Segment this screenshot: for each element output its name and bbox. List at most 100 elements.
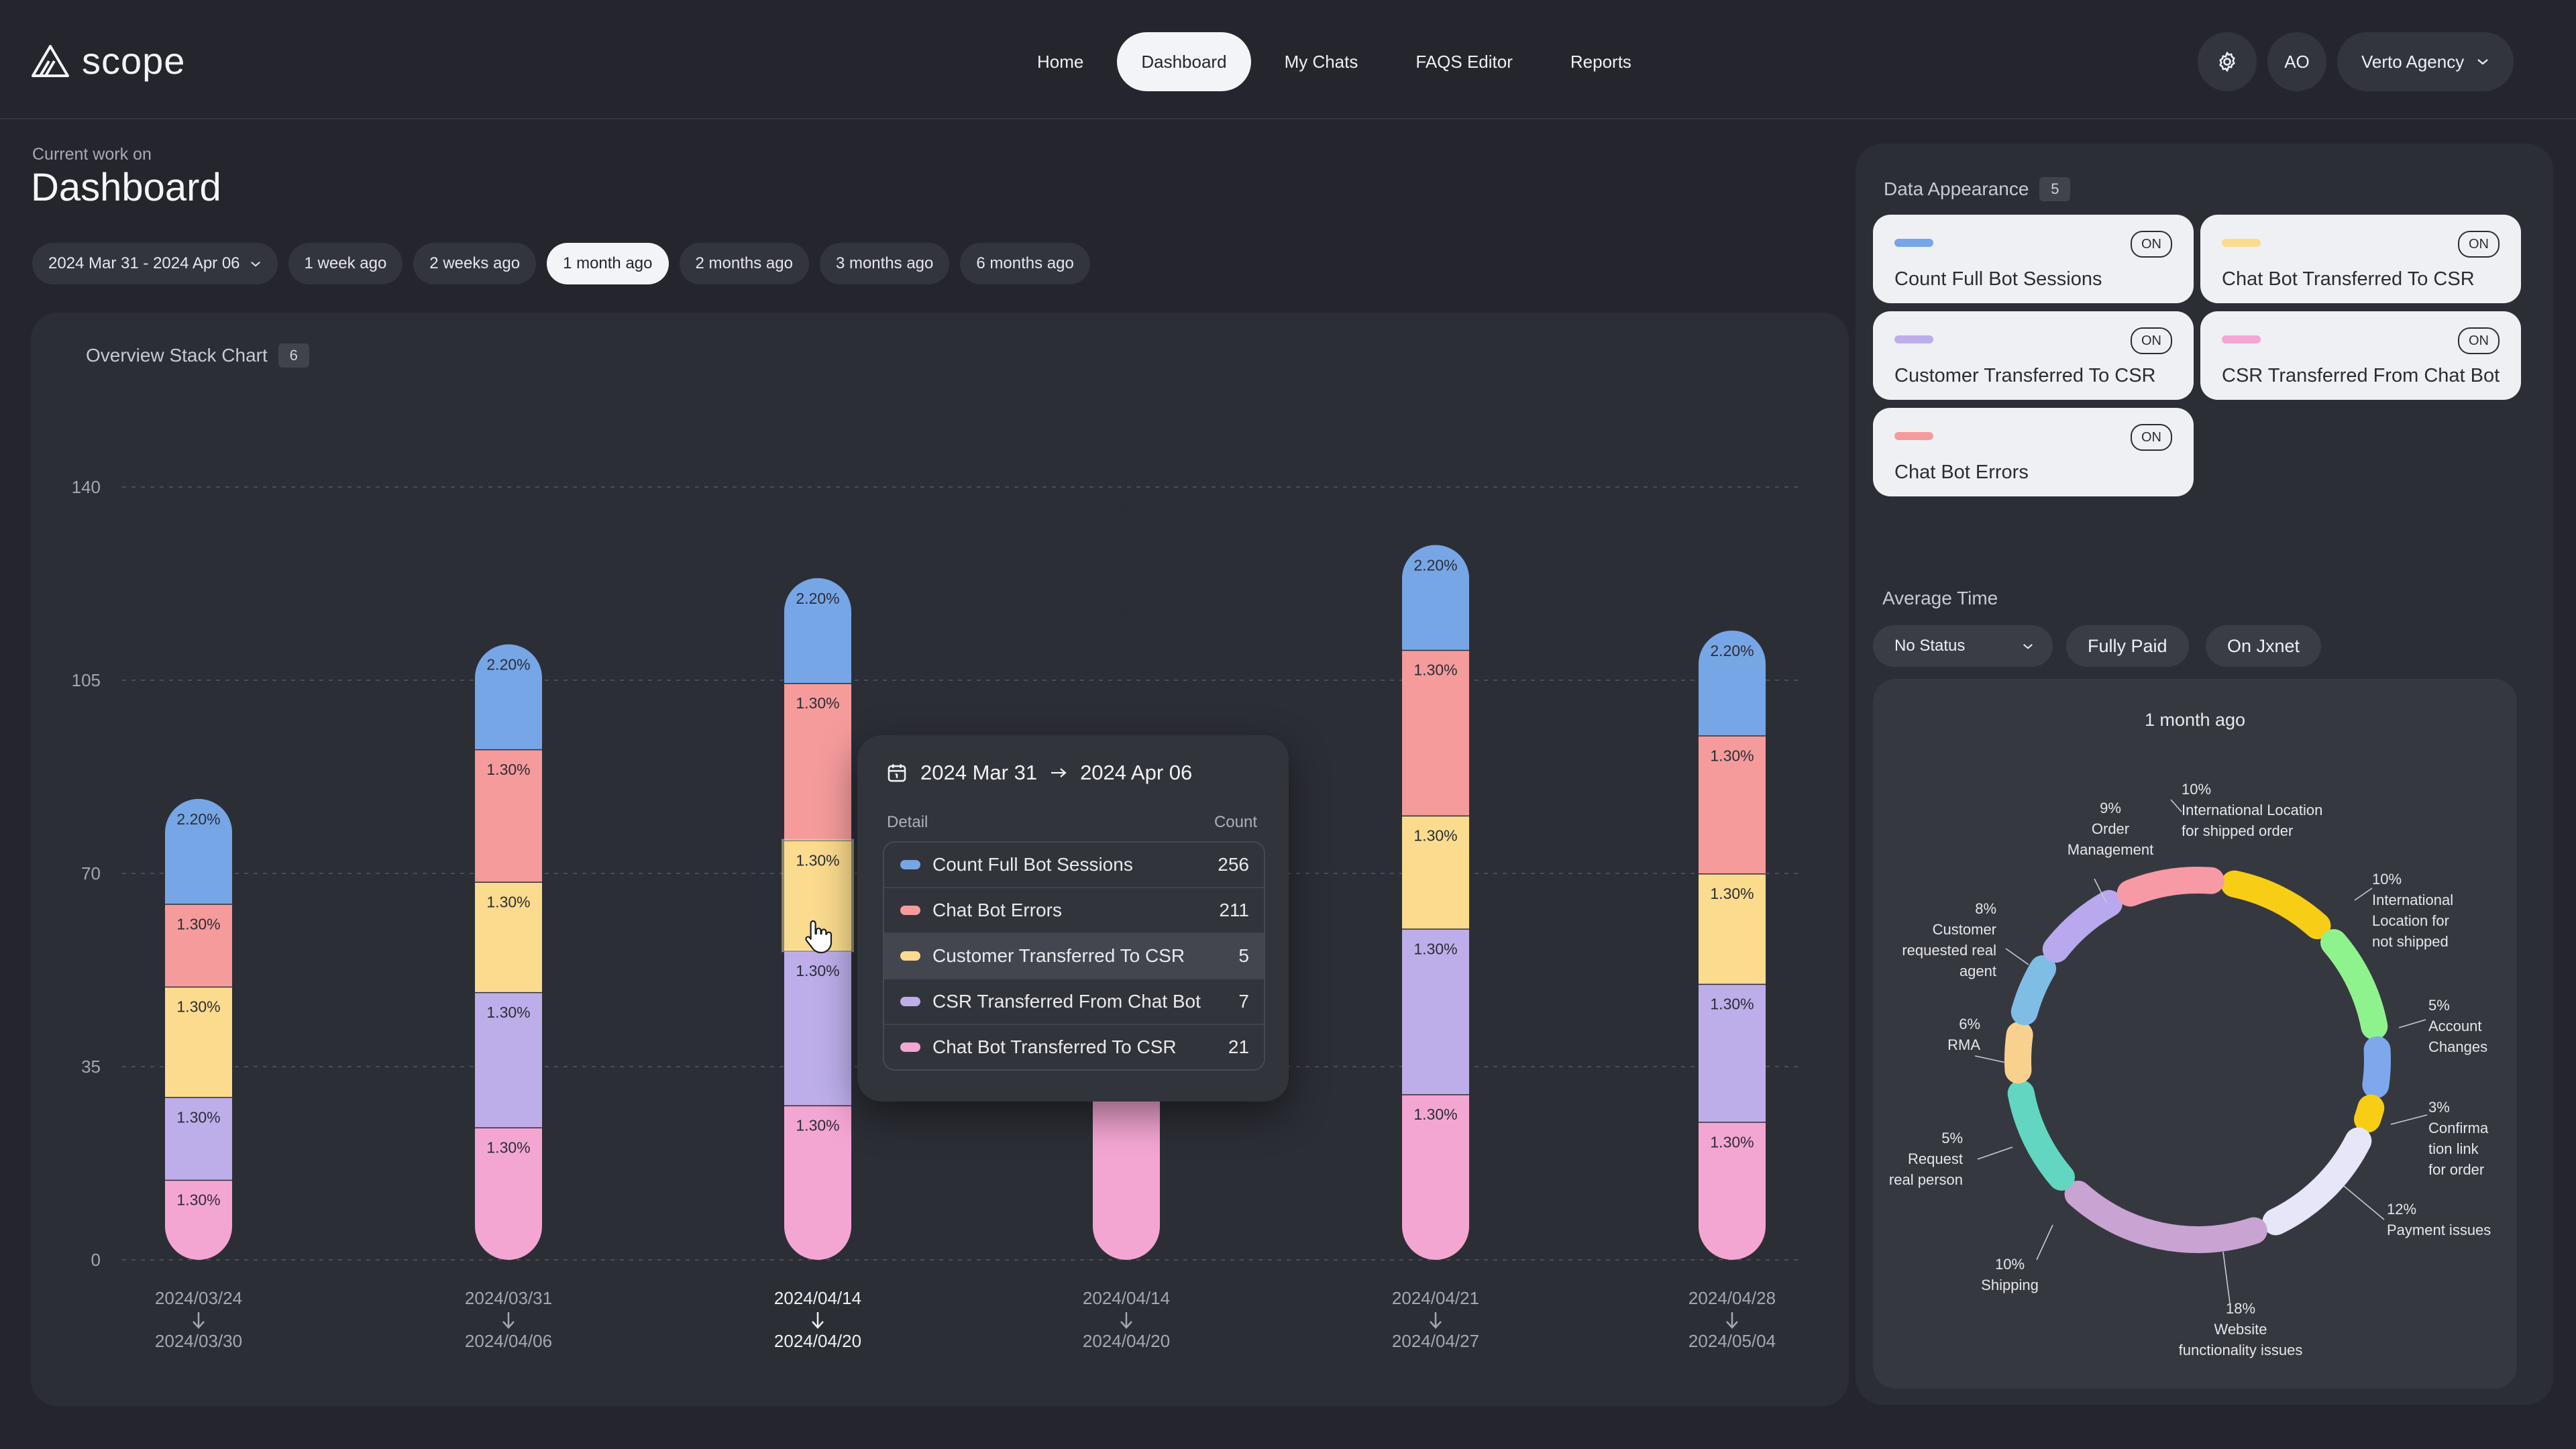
date-range-label: 2024 Mar 31 - 2024 Apr 06 — [48, 254, 240, 272]
bar-segment[interactable] — [784, 1105, 851, 1260]
nav-reports[interactable]: Reports — [1570, 51, 1631, 72]
nav-home[interactable]: Home — [1037, 51, 1084, 72]
donut-segment[interactable] — [2064, 1180, 2267, 1253]
bar-group[interactable]: 1.30% 1.30% 1.30% 1.30% 2.20% 2024/03/24 2024/… — [155, 798, 242, 1351]
tooltip-row-label: CSR Transferred From Chat Bot — [932, 991, 1201, 1012]
bar-segment[interactable] — [784, 683, 851, 841]
donut-label-line: not shipped — [2372, 933, 2449, 950]
donut-segment[interactable] — [2262, 1127, 2372, 1236]
bar-segment[interactable] — [1699, 873, 1766, 984]
nav-faqs-editor[interactable]: FAQS Editor — [1415, 51, 1513, 72]
segment-label: 1.30% — [796, 962, 839, 979]
bar-segment[interactable] — [1699, 630, 1766, 736]
segment-label: 2.20% — [176, 810, 220, 828]
segment-label: 2.20% — [796, 590, 839, 607]
page-title: Dashboard — [31, 166, 221, 209]
x-tick-end: 2024/03/30 — [155, 1331, 242, 1351]
avatar[interactable]: AO — [2267, 32, 2326, 91]
donut-label-line: Account — [2428, 1018, 2482, 1034]
bar-group[interactable]: 1.30% 1.30% 1.30% 1.30% 2.20% 2024/04/14 2024/… — [774, 578, 861, 1351]
bar-segment[interactable] — [475, 749, 542, 882]
bar-group[interactable]: 1.30% 1.30% 1.30% 1.30% 2.20% 2024/03/31 2024/… — [465, 644, 552, 1351]
donut-pct: 10% — [1995, 1256, 2025, 1273]
donut-segment[interactable] — [2362, 1036, 2391, 1099]
bar-segment[interactable] — [1699, 1122, 1766, 1260]
status-select[interactable]: No Status — [1873, 625, 2053, 667]
bar-segment[interactable] — [475, 991, 542, 1128]
average-time-donut[interactable]: 10% International Location for shipped ord… — [1873, 679, 2517, 1389]
donut-segment[interactable] — [2320, 929, 2388, 1040]
bar-segment[interactable] — [784, 578, 851, 684]
bar-segment[interactable] — [165, 986, 232, 1097]
bar-segment[interactable] — [165, 798, 232, 904]
preset-2-weeks[interactable]: 2 weeks ago — [413, 243, 537, 284]
date-range-select[interactable]: 2024 Mar 31 - 2024 Apr 06 — [32, 243, 278, 284]
bar-segment[interactable] — [1402, 649, 1469, 816]
legend-label: Chat Bot Errors — [1894, 462, 2029, 483]
legend-toggle[interactable]: ON — [2131, 424, 2172, 451]
preset-3-months[interactable]: 3 months ago — [819, 243, 950, 284]
legend-card-count-full-bot-sessions[interactable]: ON Count Full Bot Sessions — [1873, 215, 2194, 303]
legend-card-csr-transferred-from-chat-bot[interactable]: ON CSR Transferred From Chat Bot — [2200, 311, 2521, 400]
x-tick-start: 2024/03/31 — [465, 1288, 552, 1308]
nav-my-chats[interactable]: My Chats — [1284, 51, 1358, 72]
preset-2-months[interactable]: 2 months ago — [679, 243, 809, 284]
bar-group[interactable]: 1.30% 1.30% 1.30% 1.30% 2.20% 2024/04/21 2024/… — [1392, 545, 1479, 1351]
donut-label-line: for order — [2428, 1161, 2484, 1178]
bar-group[interactable]: 1.30% 1.30% 1.30% 1.30% 2.20% 2024/04/28 2024/… — [1688, 630, 1776, 1351]
preset-1-week[interactable]: 1 week ago — [288, 243, 403, 284]
bar-segment[interactable] — [1402, 545, 1469, 650]
leader-line — [2094, 878, 2107, 904]
legend-card-customer-transferred-to-csr[interactable]: ON Customer Transferred To CSR — [1873, 311, 2194, 400]
bar-segment[interactable] — [475, 644, 542, 749]
donut-segment[interactable] — [2220, 870, 2331, 940]
x-tick-end: 2024/04/06 — [465, 1331, 552, 1351]
legend-toggle[interactable]: ON — [2131, 231, 2172, 258]
bar-segment[interactable] — [165, 904, 232, 987]
x-tick-end: 2024/04/27 — [1392, 1331, 1479, 1351]
bar-segment[interactable] — [475, 881, 542, 992]
donut-label-line: International — [2372, 892, 2453, 908]
bar-segment[interactable] — [1699, 735, 1766, 873]
bar-segment[interactable] — [1402, 928, 1469, 1095]
legend-toggle[interactable]: ON — [2458, 231, 2500, 258]
tooltip-row-value: 211 — [1219, 900, 1249, 920]
bar-segment[interactable] — [165, 1097, 232, 1180]
donut-segment[interactable] — [2042, 890, 2123, 963]
fully-paid-chip[interactable]: Fully Paid — [2066, 625, 2189, 667]
overview-stack-chart[interactable]: 0 35 70 105 140 1.30% 1.30% 1.30% 1.30% 2.20% 2024… — [31, 313, 1849, 1406]
donut-segment[interactable] — [2010, 955, 2057, 1026]
preset-1-month[interactable]: 1 month ago — [547, 243, 669, 284]
bar-segment[interactable] — [1402, 1094, 1469, 1260]
bar-segment[interactable] — [1402, 815, 1469, 929]
page-subtitle: Current work on — [32, 145, 152, 164]
app-logo[interactable]: scope — [31, 39, 185, 83]
legend-card-chat-bot-transferred-to-csr[interactable]: ON Chat Bot Transferred To CSR — [2200, 215, 2521, 303]
settings-button[interactable] — [2198, 32, 2257, 91]
donut-segment[interactable] — [2007, 1079, 2075, 1191]
segment-label: 2.20% — [1413, 556, 1457, 574]
arrow-right-icon — [1051, 768, 1067, 777]
series-color-dot — [900, 997, 920, 1006]
bar-segment[interactable] — [1699, 983, 1766, 1122]
bar-segment[interactable] — [784, 951, 851, 1106]
tooltip-col-detail: Detail — [887, 813, 928, 831]
donut-segment[interactable] — [2116, 867, 2224, 907]
bar-segment[interactable] — [475, 1127, 542, 1260]
donut-segment[interactable] — [2004, 1021, 2033, 1084]
legend-toggle[interactable]: ON — [2458, 327, 2500, 354]
legend-card-chat-bot-errors[interactable]: ON Chat Bot Errors — [1873, 408, 2194, 496]
tooltip-row-label: Customer Transferred To CSR — [932, 945, 1185, 966]
donut-segment[interactable] — [2354, 1094, 2385, 1133]
segment-label: 1.30% — [486, 1139, 530, 1157]
bar-segment[interactable] — [165, 1179, 232, 1260]
donut-label: 10% International Location for shipped ord… — [2182, 781, 2322, 839]
series-color-dot — [900, 951, 920, 961]
legend-toggle[interactable]: ON — [2131, 327, 2172, 354]
tooltip-row-label: Chat Bot Transferred To CSR — [932, 1036, 1177, 1057]
on-jxnet-chip[interactable]: On Jxnet — [2206, 625, 2322, 667]
nav-dashboard[interactable]: Dashboard — [1117, 32, 1251, 91]
donut-label-line: Management — [2068, 841, 2153, 858]
preset-6-months[interactable]: 6 months ago — [960, 243, 1090, 284]
agency-selector[interactable]: Verto Agency — [2337, 32, 2514, 91]
